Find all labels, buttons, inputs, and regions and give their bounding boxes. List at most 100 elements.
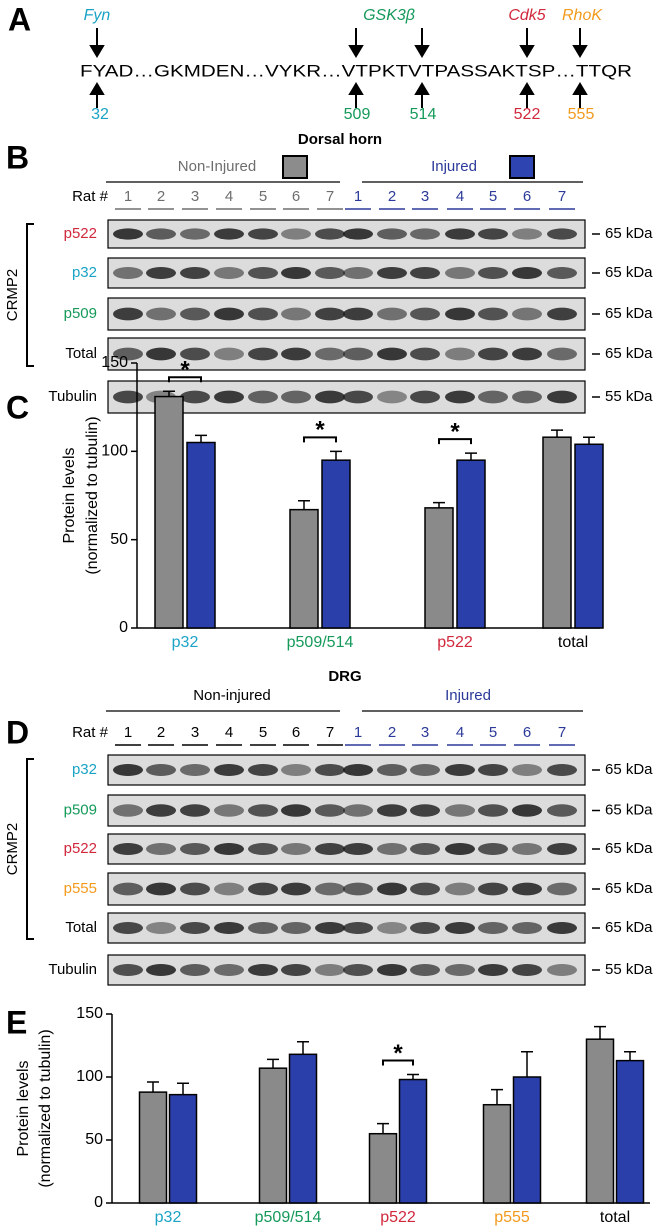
group-heading: CRMP2 <box>4 269 21 322</box>
band <box>248 347 278 361</box>
band <box>146 843 176 855</box>
error-bar <box>551 429 563 438</box>
band <box>281 347 311 361</box>
bar <box>168 1093 198 1204</box>
marker-label: 65 kDa <box>605 225 653 242</box>
band <box>315 347 345 361</box>
lane-number: 1 <box>354 724 362 741</box>
band <box>343 267 373 279</box>
y-tick-label: 50 <box>85 1131 103 1148</box>
band <box>445 804 475 817</box>
lane-heading: Rat # <box>72 724 109 741</box>
band <box>146 228 176 240</box>
group-label: Injured <box>445 687 491 704</box>
band <box>180 964 210 976</box>
site-number: 514 <box>410 106 437 123</box>
panel-label: E <box>6 1004 27 1040</box>
band <box>478 347 508 361</box>
y-axis-label: Protein levels <box>15 1060 32 1156</box>
band <box>512 228 542 240</box>
x-tick-label: p32 <box>172 634 199 651</box>
error-bar <box>594 1025 606 1040</box>
group-label: Injured <box>431 158 477 175</box>
lane-number: 3 <box>191 188 199 205</box>
significance-bracket <box>382 1059 414 1066</box>
band <box>214 228 244 240</box>
lane-number: 1 <box>354 188 362 205</box>
significance-bracket <box>438 438 472 445</box>
band <box>547 843 577 855</box>
lane-number: 5 <box>259 188 267 205</box>
lane-number: 4 <box>456 724 464 741</box>
group-swatch <box>282 155 308 179</box>
band <box>512 922 542 934</box>
band <box>146 882 176 896</box>
band <box>343 347 373 361</box>
band <box>410 804 440 817</box>
lane-number: 4 <box>225 188 233 205</box>
band <box>315 843 345 855</box>
band <box>445 764 475 776</box>
bar <box>321 459 351 629</box>
band <box>248 843 278 855</box>
band <box>377 390 407 404</box>
marker-label: 55 kDa <box>605 388 653 405</box>
band <box>214 347 244 361</box>
significance-star: * <box>393 1040 403 1067</box>
band <box>315 267 345 279</box>
bar <box>585 1038 615 1204</box>
kinase-label: Fyn <box>84 7 111 24</box>
band <box>146 764 176 776</box>
band <box>214 804 244 817</box>
band <box>315 390 345 404</box>
band <box>180 804 210 817</box>
lane-number: 6 <box>292 724 300 741</box>
x-tick-label: p522 <box>380 1209 416 1226</box>
band <box>512 843 542 855</box>
row-label: Tubulin <box>48 388 97 405</box>
lane-number: 5 <box>259 724 267 741</box>
band <box>315 804 345 817</box>
site-arrows <box>89 28 588 108</box>
band <box>445 347 475 361</box>
bar <box>512 1076 542 1204</box>
bracket <box>26 223 34 367</box>
error-bar <box>297 1040 309 1055</box>
y-tick-label: 100 <box>101 443 128 460</box>
group-label: Non-Injured <box>178 158 256 175</box>
band <box>410 764 440 776</box>
band <box>343 804 373 817</box>
sequence: FYAD…GKMDEN…VYKR…VTPKTVTPASSAKTSP…TTQR <box>80 61 632 80</box>
row-label: p522 <box>64 840 97 857</box>
y-axis-label: Protein levels <box>61 447 78 543</box>
band <box>512 267 542 279</box>
band <box>113 882 143 896</box>
marker-label: 55 kDa <box>605 961 653 978</box>
band <box>377 347 407 361</box>
band <box>248 390 278 404</box>
y-tick-label: 0 <box>119 619 128 636</box>
band <box>180 307 210 321</box>
kinase-label: Cdk5 <box>508 7 545 24</box>
band <box>445 922 475 934</box>
band <box>113 267 143 279</box>
band <box>377 882 407 896</box>
band <box>343 882 373 896</box>
band <box>248 882 278 896</box>
band <box>146 922 176 934</box>
marker-label: 65 kDa <box>605 880 653 897</box>
band <box>281 307 311 321</box>
band <box>248 922 278 934</box>
band <box>113 843 143 855</box>
lane-number: 6 <box>523 188 531 205</box>
lane-number: 7 <box>558 724 566 741</box>
bar <box>154 395 184 629</box>
lane-number: 5 <box>489 188 497 205</box>
row-label: Tubulin <box>48 961 97 978</box>
error-bar <box>377 1122 389 1134</box>
site-number: 509 <box>344 106 371 123</box>
band <box>547 267 577 279</box>
band <box>180 347 210 361</box>
panel-label: A <box>8 1 31 37</box>
lane-number: 7 <box>558 188 566 205</box>
